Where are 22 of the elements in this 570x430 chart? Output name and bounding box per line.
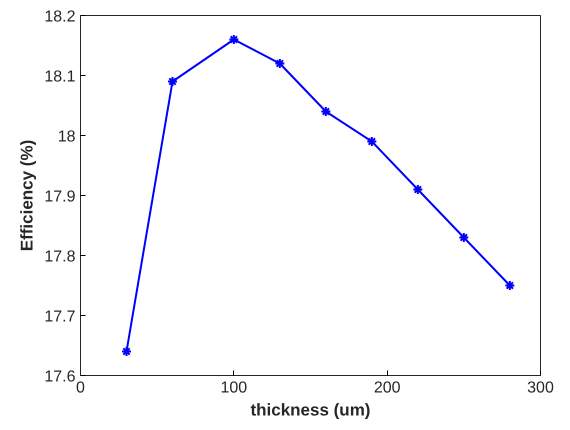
point [458,232,470,243]
y-tick-label: 17.6 [44,368,76,386]
x-tick-label: 100 [220,380,248,396]
point [366,136,378,147]
point [504,280,516,291]
x-tick-label: 200 [374,380,401,396]
y-tick-label: 18.2 [44,8,76,26]
y-tick-label: 17.8 [44,248,76,266]
point [320,106,332,117]
point [167,76,178,87]
point [412,184,424,195]
point [121,346,132,357]
point [274,58,286,69]
x-tick-label: 0 [76,380,86,396]
y-tick-label: 18 [58,128,76,146]
x-tick-label: 300 [527,380,554,396]
y-axis-title: Efficiency (%) [17,140,36,252]
x-axis-title: thickness (um) [250,400,370,420]
y-tick-label: 18.1 [44,68,76,86]
y-tick-label: 17.7 [44,308,76,326]
point [228,34,240,45]
y-tick-label: 17.9 [44,188,76,206]
